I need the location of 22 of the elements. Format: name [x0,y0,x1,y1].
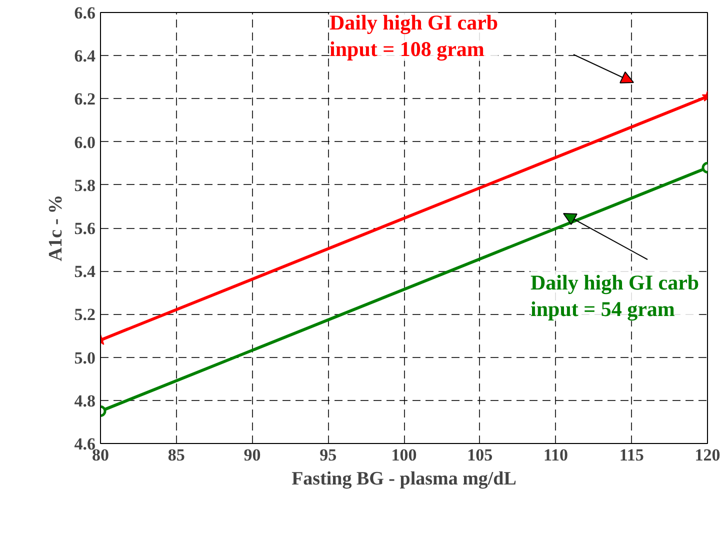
y-tick-label: 5.2 [74,305,96,324]
x-tick-label: 90 [244,446,261,464]
annotation: Daily high GI carb input = 108 gram [330,10,498,61]
x-tick-label: 95 [320,446,337,464]
y-tick-label: 5.4 [74,262,96,282]
x-tick-label: 100 [391,446,417,464]
x-tick-label: 85 [168,446,185,464]
y-tick-label: 5.6 [74,219,96,238]
annotation: Daily high GI carb input = 54 gram [530,270,700,321]
y-tick-label: 6.2 [74,90,96,109]
x-tick-label: 115 [619,446,644,464]
y-tick-label: 4.8 [74,391,96,410]
x-axis-title: Fasting BG - plasma mg/dL [292,468,516,490]
y-tick-label: 6.0 [74,132,96,152]
x-tick-label: 105 [467,446,493,464]
y-tick-label: 5.8 [74,176,96,195]
x-tick-label: 120 [694,446,720,464]
y-tick-label: 6.6 [74,4,96,22]
y-tick-label: 6.4 [74,46,96,66]
y-tick-label: 5.0 [74,348,96,368]
x-tick-label: 110 [543,446,568,464]
y-axis-title: A1c - % [45,194,66,262]
